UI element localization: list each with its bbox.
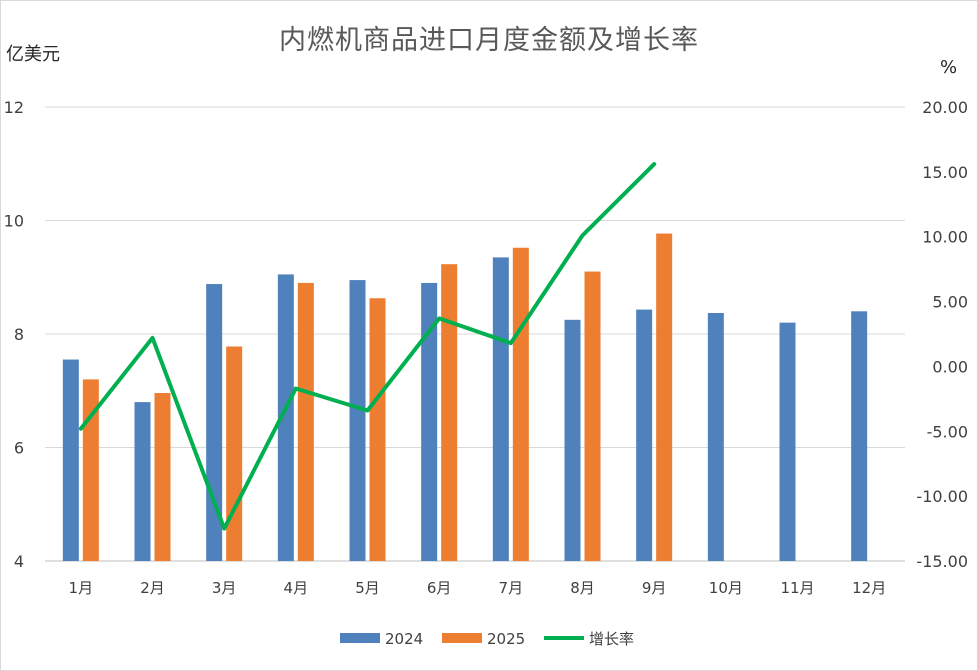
y-right-tick-label: 0.00	[932, 357, 968, 376]
bar-2024	[851, 311, 868, 561]
legend-label-growth: 增长率	[589, 630, 634, 648]
legend-swatch-2025	[442, 633, 482, 643]
legend-swatch-2024	[340, 633, 380, 643]
y-right-tick-label: -10.00	[916, 487, 968, 506]
bar-2025	[512, 247, 529, 562]
bar-2024	[134, 402, 151, 561]
y-axis-left-unit: 亿美元	[6, 44, 60, 65]
bar-2024	[779, 322, 796, 561]
bar-2024	[707, 313, 724, 561]
y-right-tick-label: -5.00	[927, 422, 968, 441]
x-tick-label: 11月	[780, 579, 814, 597]
bar-2024	[492, 257, 509, 561]
y-left-tick-label: 10	[4, 212, 24, 231]
bar-2025	[226, 346, 243, 561]
y-right-tick-label: 5.00	[932, 293, 968, 312]
bar-2024	[636, 309, 653, 561]
bar-2025	[584, 271, 601, 561]
bar-2024	[277, 274, 294, 561]
growth-rate-line	[78, 162, 657, 531]
x-tick-label: 9月	[642, 579, 667, 597]
x-tick-label: 12月	[852, 579, 886, 597]
bar-2025	[441, 264, 458, 561]
y-right-tick-label: 15.00	[922, 163, 968, 182]
bar-2025	[82, 379, 99, 561]
bar-2025	[369, 298, 386, 561]
x-tick-label: 2月	[140, 579, 165, 597]
y-left-tick-label: 12	[4, 98, 24, 117]
y-right-tick-label: 20.00	[922, 98, 968, 117]
x-tick-label: 8月	[570, 579, 595, 597]
x-tick-label: 5月	[355, 579, 380, 597]
y-right-tick-label: 10.00	[922, 228, 968, 247]
bar-2024	[421, 282, 438, 561]
y-axis-right-unit: %	[940, 57, 958, 78]
y-left-tick-label: 4	[14, 552, 24, 571]
bar-2025	[656, 233, 673, 562]
x-tick-label: 3月	[212, 579, 237, 597]
x-tick-label: 4月	[284, 579, 309, 597]
y-left-tick-label: 6	[14, 439, 24, 458]
bar-2024	[349, 280, 366, 561]
bar-2024	[564, 319, 581, 561]
bar-2024	[62, 359, 79, 561]
x-tick-label: 7月	[499, 579, 524, 597]
bar-2025	[297, 282, 314, 561]
x-tick-label: 10月	[709, 579, 743, 597]
y-left-tick-label: 8	[14, 325, 24, 344]
y-right-tick-label: -15.00	[916, 552, 968, 571]
bar-2025	[154, 393, 171, 561]
legend-label-2025: 2025	[487, 630, 525, 648]
chart-title: 内燃机商品进口月度金额及增长率	[279, 25, 699, 56]
x-tick-label: 1月	[69, 579, 94, 597]
x-tick-label: 6月	[427, 579, 452, 597]
legend-label-2024: 2024	[385, 630, 423, 648]
